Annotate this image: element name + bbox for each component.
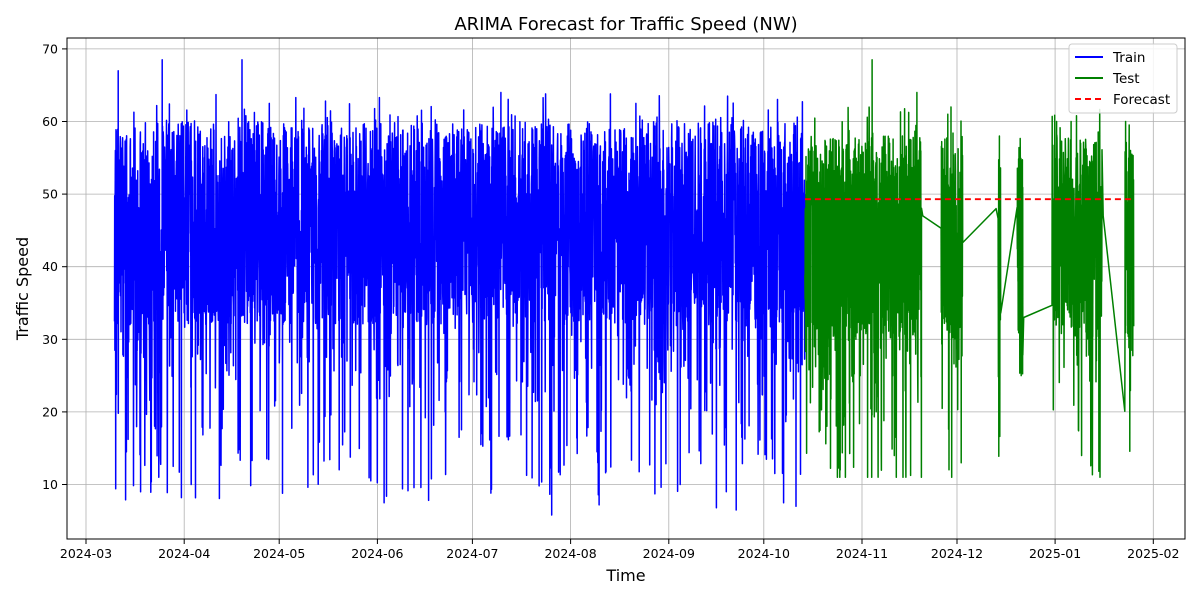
legend-label-train: Train xyxy=(1112,50,1145,66)
y-tick-label: 70 xyxy=(42,41,58,56)
legend-label-test: Test xyxy=(1112,71,1140,87)
plot-frame xyxy=(66,37,1186,540)
x-tick-label: 2025-02 xyxy=(1127,546,1179,561)
y-tick-label: 10 xyxy=(42,477,58,492)
x-tick-label: 2024-07 xyxy=(446,546,498,561)
y-tick-label: 30 xyxy=(42,332,58,347)
x-tick-label: 2025-01 xyxy=(1029,546,1081,561)
x-tick-label: 2024-06 xyxy=(351,546,403,561)
ticks-layer: 2024-03 2024-04 2024-05 2024-06 2024-07 2024-… xyxy=(42,41,1179,561)
x-tick-label: 2024-08 xyxy=(544,546,596,561)
x-tick-label: 2024-10 xyxy=(738,546,790,561)
y-tick-label: 50 xyxy=(42,187,58,202)
x-tick-label: 2024-11 xyxy=(836,546,888,561)
y-axis-label: Traffic Speed xyxy=(13,237,32,341)
chart-title: ARIMA Forecast for Traffic Speed (NW) xyxy=(454,14,797,35)
legend-box xyxy=(1068,43,1178,114)
x-tick-label: 2024-09 xyxy=(643,546,695,561)
legend: Train Test Forecast xyxy=(1068,43,1178,114)
x-tick-label: 2024-05 xyxy=(253,546,305,561)
x-axis-label: Time xyxy=(605,566,645,585)
y-tick-label: 20 xyxy=(42,404,58,419)
x-tick-label: 2024-03 xyxy=(60,546,112,561)
series-train-line xyxy=(113,59,806,516)
legend-label-forecast: Forecast xyxy=(1113,92,1170,108)
x-tick-label: 2024-12 xyxy=(931,546,983,561)
y-tick-label: 40 xyxy=(42,259,58,274)
y-tick-label: 60 xyxy=(42,114,58,129)
data-layer xyxy=(113,59,1135,516)
series-test-line xyxy=(804,59,1135,479)
x-tick-label: 2024-04 xyxy=(158,546,210,561)
